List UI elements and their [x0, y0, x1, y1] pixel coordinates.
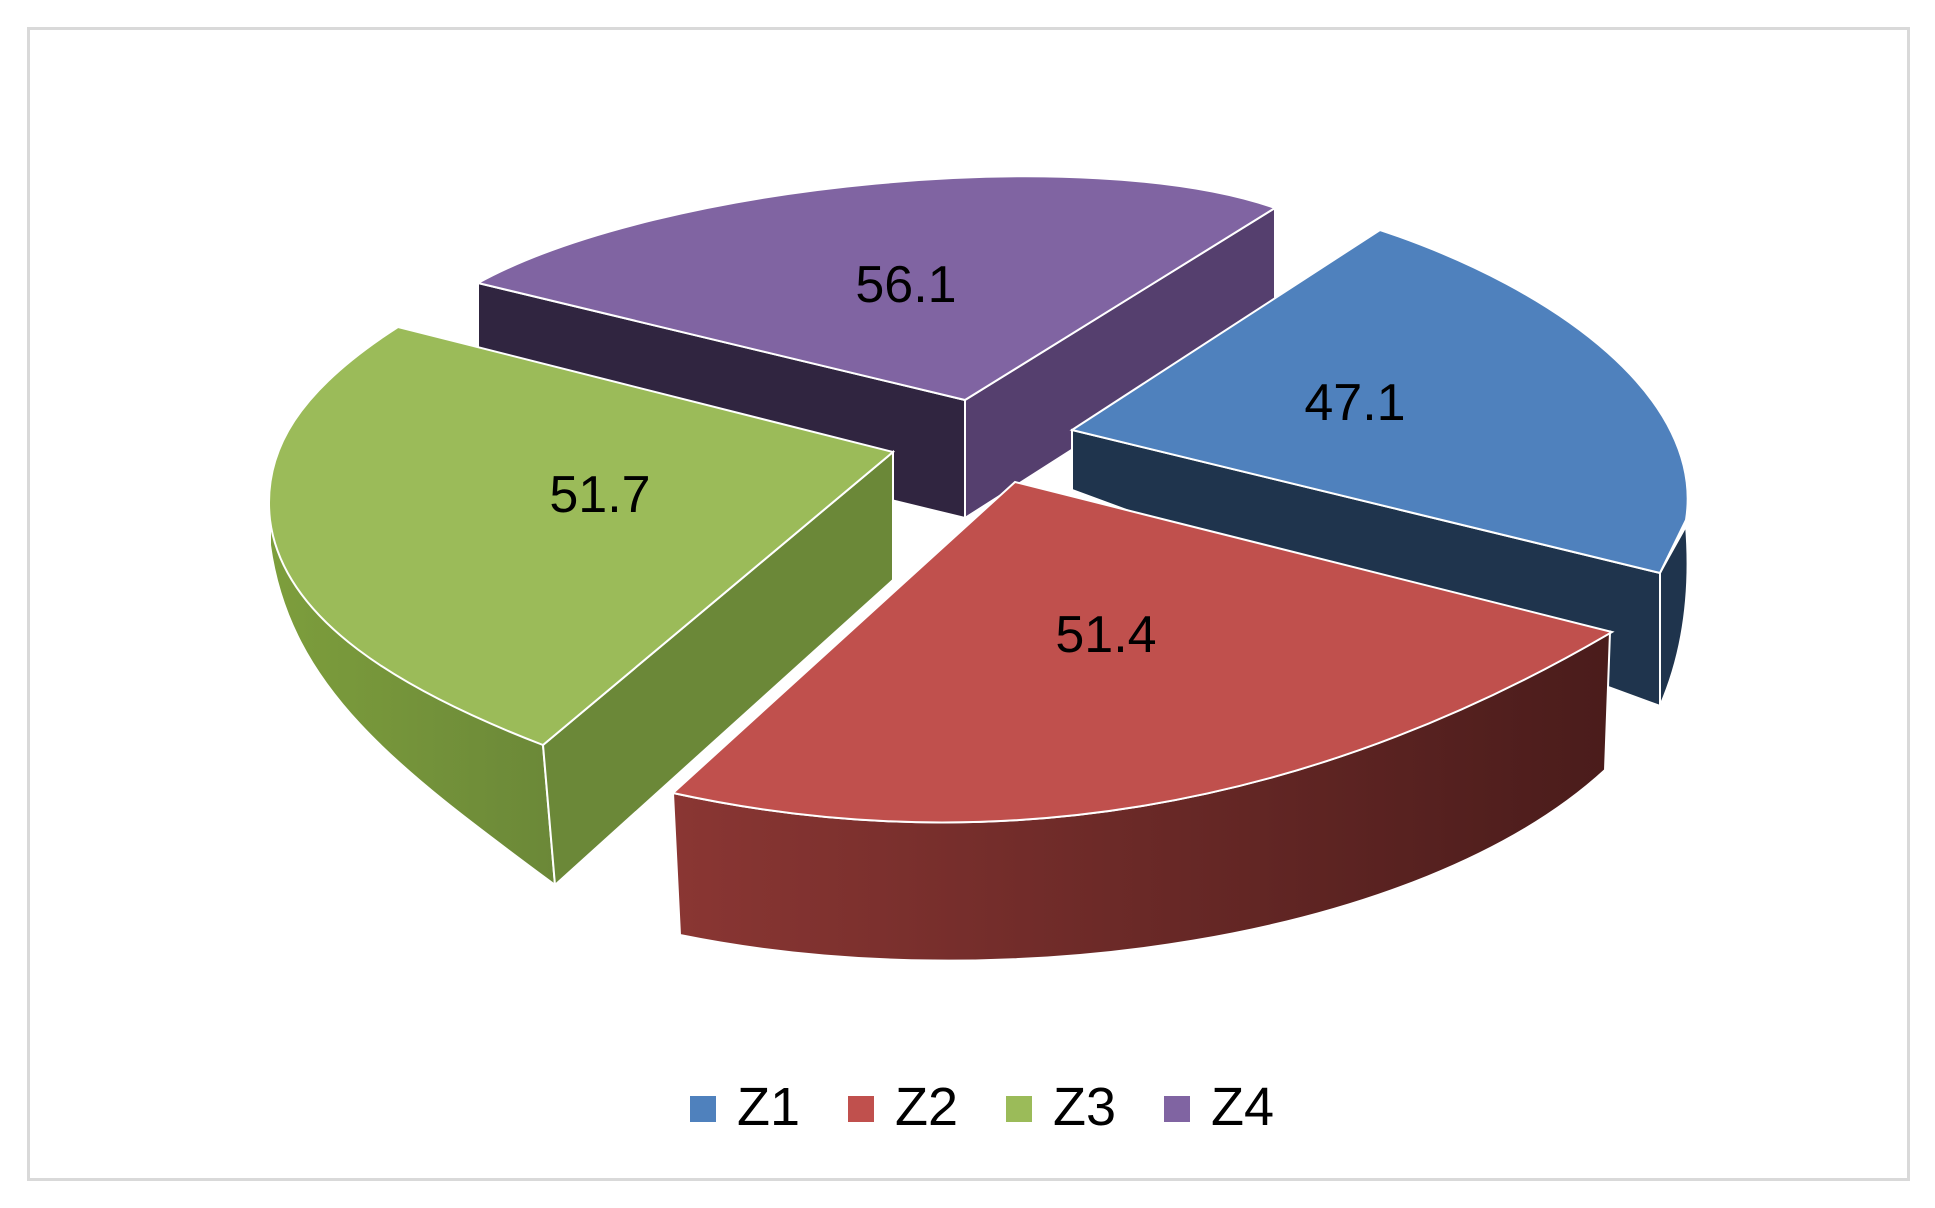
- pie-slice-z2: [670, 480, 1615, 962]
- legend-label-z2: Z2: [895, 1077, 958, 1137]
- legend-label-z1: Z1: [737, 1077, 800, 1137]
- legend-label-z3: Z3: [1053, 1077, 1116, 1137]
- data-label-z3: 51.7: [549, 466, 650, 524]
- pie-slice-z4-top: [475, 175, 1278, 402]
- data-label-z1: 47.1: [1304, 374, 1405, 432]
- legend: Z1 Z2 Z3 Z4: [690, 1077, 1274, 1137]
- pie-slice-z3: [268, 325, 896, 888]
- pie-slice-z2-top: [670, 480, 1615, 824]
- pie-slice-z3-top: [268, 325, 896, 747]
- data-label-z2: 51.4: [1055, 606, 1156, 664]
- legend-swatch-z1: [690, 1096, 716, 1122]
- legend-item-z1: Z1: [690, 1077, 800, 1137]
- data-label-z4: 56.1: [855, 256, 956, 314]
- legend-item-z2: Z2: [848, 1077, 958, 1137]
- legend-swatch-z4: [1164, 1096, 1190, 1122]
- legend-swatch-z2: [848, 1096, 874, 1122]
- pie-slice-z1-side-outer: [1659, 523, 1689, 707]
- legend-label-z4: Z4: [1211, 1077, 1274, 1137]
- legend-item-z3: Z3: [1006, 1077, 1116, 1137]
- legend-swatch-z3: [1006, 1096, 1032, 1122]
- legend-item-z4: Z4: [1164, 1077, 1274, 1137]
- pie-slice-z1-top: [1069, 228, 1689, 575]
